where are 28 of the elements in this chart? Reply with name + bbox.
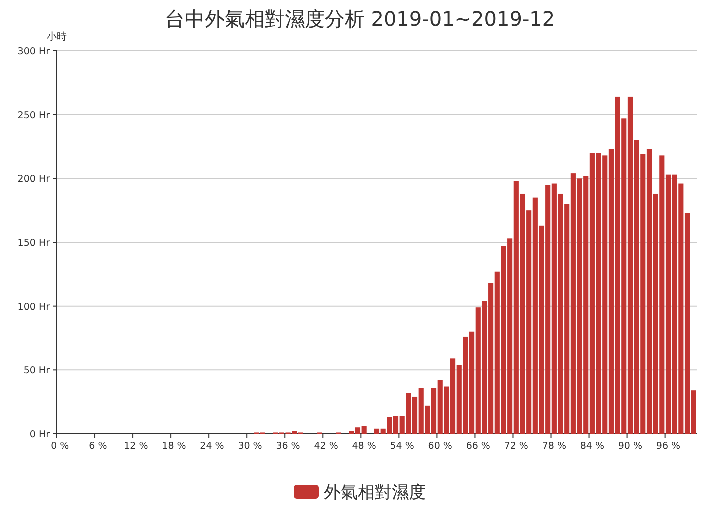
x-tick-label: 42 % [314, 441, 338, 452]
x-tick-label: 54 % [390, 441, 414, 452]
x-tick-label: 96 % [656, 441, 681, 452]
x-tick-label: 60 % [428, 441, 452, 452]
x-tick-label: 18 % [162, 441, 186, 452]
y-tick-label: 50 Hr [24, 366, 50, 377]
x-tick-label: 78 % [542, 441, 566, 452]
chart-title: 台中外氣相對濕度分析 2019-01~2019-12 [164, 7, 556, 31]
legend: 外氣相對濕度 [294, 483, 426, 503]
y-axis-title: 小時 [47, 31, 67, 43]
x-tick-label: 30 % [238, 441, 262, 452]
x-tick-label: 24 % [200, 441, 224, 452]
y-tick-label: 150 Hr [18, 238, 50, 249]
y-tick-label: 200 Hr [18, 174, 50, 186]
x-tick-label: 48 % [352, 441, 376, 452]
x-tick-label: 72 % [504, 441, 528, 452]
y-tick-label: 250 Hr [18, 110, 50, 122]
x-tick-label: 36 % [276, 441, 300, 452]
y-tick-label: 300 Hr [18, 46, 50, 58]
x-tick-label: 12 % [124, 441, 148, 452]
y-tick-label: 0 Hr [30, 430, 50, 440]
legend-label: 外氣相對濕度 [324, 483, 426, 503]
x-tick-label: 84 % [580, 441, 605, 452]
y-tick-label: 100 Hr [18, 302, 50, 313]
x-tick-label: 0 % [51, 441, 70, 452]
x-tick-label: 6 % [89, 441, 108, 452]
x-tick-label: 66 % [466, 441, 490, 452]
x-tick-label: 90 % [618, 441, 643, 452]
